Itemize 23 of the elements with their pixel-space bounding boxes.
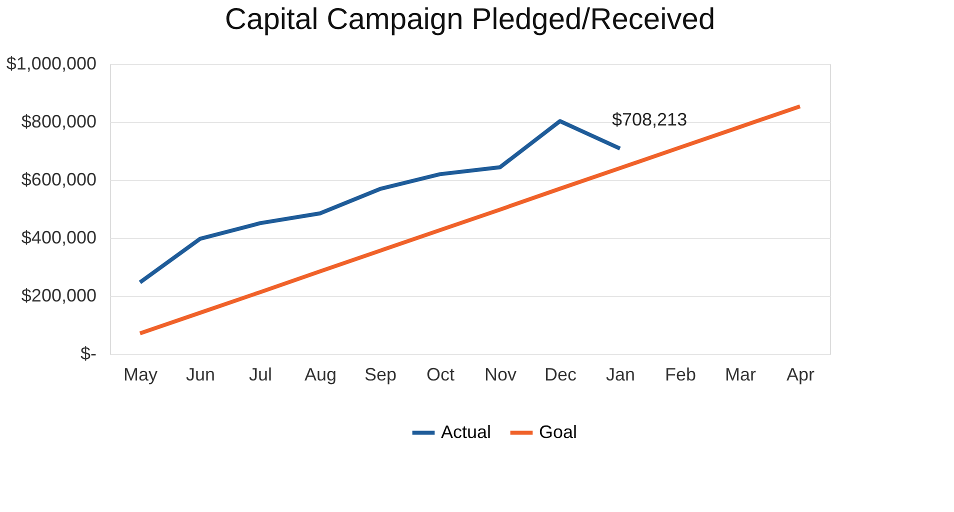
chart-title: Capital Campaign Pledged/Received: [224, 3, 716, 36]
y-tick-label: $200,000: [21, 286, 96, 306]
x-tick-label: Mar: [725, 364, 756, 384]
y-tick-label: $800,000: [21, 112, 96, 132]
x-tick-label: May: [123, 364, 158, 384]
legend-label: Actual: [441, 422, 492, 442]
x-tick-label: Oct: [426, 364, 455, 384]
x-tick-label: Dec: [544, 364, 577, 384]
line-series: [138, 104, 802, 336]
x-tick-label: Feb: [664, 364, 696, 384]
legend-label: Goal: [539, 422, 578, 442]
y-tick-label: $400,000: [21, 228, 96, 248]
x-tick-label: Jan: [606, 364, 636, 384]
y-tick-label: $600,000: [21, 170, 96, 190]
annotation: $708,213: [612, 110, 688, 130]
y-tick-label: $1,000,000: [6, 54, 96, 74]
x-tick-label: Nov: [484, 364, 517, 384]
y-tick-label: $-: [80, 344, 96, 364]
x-tick-label: Apr: [786, 364, 815, 384]
x-tick-label: Jul: [248, 364, 272, 384]
x-tick-label: Aug: [304, 364, 337, 384]
x-tick-label: Sep: [364, 364, 397, 384]
x-tick-label: Jun: [186, 364, 216, 384]
